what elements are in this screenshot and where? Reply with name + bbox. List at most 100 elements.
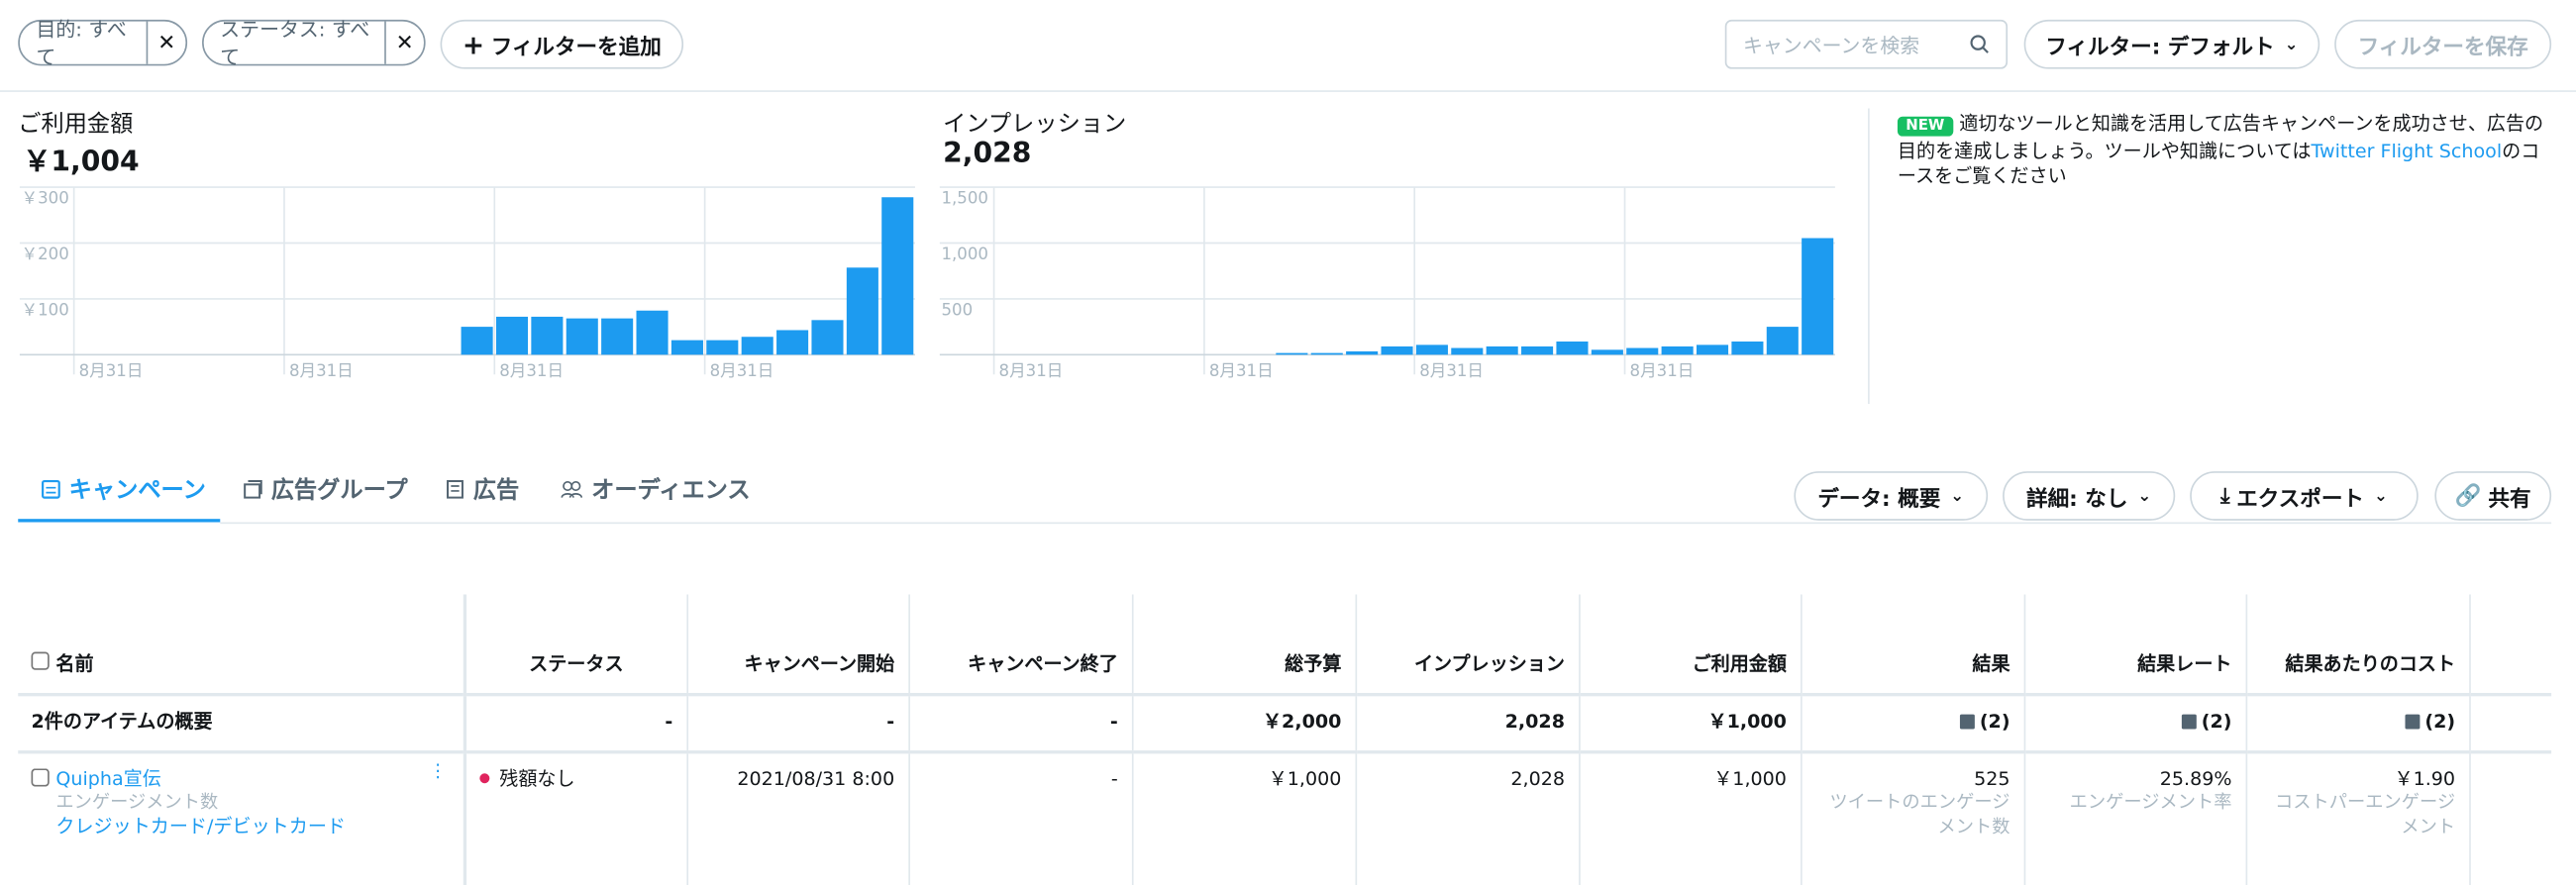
promo-text: のコースをご覧ください [1897, 139, 2540, 188]
header-label: 結果レート [2137, 651, 2232, 675]
header-label: キャンペーン終了 [968, 651, 1118, 675]
result-icon [2181, 714, 2197, 730]
button-label: データ: 概要 [1817, 486, 1941, 512]
column-header: 結果レート [2023, 594, 2247, 695]
y-tick-label: ￥100 [22, 300, 69, 319]
chevron: ⌄ [2373, 486, 2388, 506]
campaign-name[interactable]: Quipha宣伝 [55, 766, 161, 790]
filter-label: 目的: すべて [36, 18, 127, 69]
cell-text: 25.89% [2159, 766, 2232, 790]
dashboard: 目的: すべて ✕ ステータス: すべて ✕ + フィルターを追加 キャンペーンを検索… [0, 18, 2576, 885]
column-header: インプレッション [1355, 594, 1580, 695]
filter-label: ステータス: すべて [220, 18, 370, 69]
cell-text: (2) [2201, 709, 2232, 733]
promo-text: 適切なツールと知識を活用して広告キャンペーンを成功させ、広告の目的を達成しましょ… [1897, 111, 2544, 163]
checkbox[interactable] [31, 651, 50, 670]
y-tick-label: ￥300 [22, 189, 69, 208]
header-label: ご利用金額 [1692, 651, 1787, 675]
tab-label: オーディエンス [591, 477, 751, 505]
bar [1451, 347, 1484, 355]
remove-filter[interactable]: ✕ [146, 21, 186, 64]
bar [531, 316, 564, 355]
filter-chip[interactable]: 目的: すべて ✕ [18, 18, 188, 69]
more-menu[interactable]: ⋮ [428, 760, 448, 782]
search-box[interactable]: キャンペーンを検索 [1724, 19, 2009, 69]
x-tick-label: 8月31日 [79, 361, 144, 380]
tab[interactable]: キャンペーン [41, 473, 206, 506]
cell: (2) [2245, 693, 2471, 752]
bar [1310, 352, 1343, 355]
bar [1591, 349, 1623, 355]
cell: 2021/08/31 8:00 [686, 750, 910, 885]
bar [1661, 345, 1694, 355]
tab-label: 広告 [472, 477, 520, 505]
cell: 25.89% エンゲージメント率 [2023, 750, 2247, 885]
bar [1626, 347, 1659, 355]
x-tick-label: 8月31日 [1630, 361, 1695, 380]
bar [846, 267, 878, 355]
bar [1415, 344, 1448, 355]
share-button[interactable]: 🔗 共有 [2434, 471, 2552, 521]
chart: 500 1,000 1,500 8月31日 8月31日 8月31日 8月31日 [939, 186, 1835, 380]
filter-chip[interactable]: ステータス: すべて ✕ [202, 18, 426, 69]
tab-icon [447, 480, 464, 499]
bar [1731, 341, 1764, 355]
cell: - [908, 750, 1133, 885]
y-tick-label: 500 [941, 300, 973, 319]
column-header: 総予算 [1131, 594, 1357, 695]
plus-icon: + [462, 29, 485, 60]
bar [670, 340, 703, 355]
button-label: 詳細: なし [2026, 486, 2128, 512]
cell: 2件のアイテムの概要 [18, 693, 467, 752]
summary-row: 2件のアイテムの概要 - - - ￥2,000 2,028 ￥1,000 (2)… [18, 693, 2552, 752]
cell: - [908, 693, 1133, 752]
chart-title: インプレッション [943, 111, 1127, 139]
bar [566, 318, 598, 355]
cell-text: (2) [2424, 709, 2456, 733]
export-button[interactable]: ⤓ エクスポート ⌄ [2190, 471, 2419, 521]
result-icon [2405, 714, 2421, 730]
detail-select[interactable]: 詳細: なし ⌄ [2003, 471, 2176, 521]
filter-select[interactable]: フィルター: デフォルト ⌄ [2023, 19, 2320, 69]
payment-method[interactable]: クレジットカード/デビットカード [55, 814, 346, 837]
add-filter-button[interactable]: + フィルターを追加 [440, 19, 684, 69]
bar [1346, 350, 1379, 355]
cell-text: 525 [1974, 766, 2010, 790]
chart-total: ￥1,004 [23, 146, 140, 179]
x-tick-label: 8月31日 [710, 361, 774, 380]
campaign-row: Quipha宣伝 エンゲージメント数 クレジットカード/デビットカード ⋮ 残額なし … [18, 750, 2552, 885]
cell: 2,028 [1355, 693, 1580, 752]
status-dot [479, 773, 490, 784]
bar [1802, 238, 1834, 355]
button-label: フィルターを追加 [490, 35, 662, 60]
bar [1521, 345, 1554, 355]
tab[interactable]: オーディエンス [561, 473, 751, 506]
column-header: キャンペーン終了 [908, 594, 1133, 695]
tab-label: 広告グループ [270, 477, 408, 505]
y-tick-label: ￥200 [22, 245, 69, 263]
checkbox[interactable] [31, 768, 50, 787]
header-label: ステータス [529, 651, 624, 675]
cell: ￥1,000 [1579, 750, 1802, 885]
promo-link[interactable]: Twitter Flight School [2311, 139, 2503, 163]
tab[interactable]: 広告 [446, 473, 520, 506]
header-label: 総予算 [1285, 651, 1342, 675]
cell-text: (2) [1979, 709, 2010, 733]
tab-icon [42, 479, 60, 499]
divider [1868, 108, 1870, 405]
column-header: 結果あたりのコスト [2245, 594, 2471, 695]
bar [706, 340, 739, 355]
remove-filter[interactable]: ✕ [383, 21, 424, 64]
tab[interactable]: 広告グループ [244, 473, 408, 506]
tab-icon [244, 480, 262, 499]
column-header: キャンペーン開始 [686, 594, 910, 695]
cell: ￥1,000 [1131, 750, 1357, 885]
chart-title: ご利用金額 [18, 111, 134, 139]
column-header: 名前 [18, 594, 467, 695]
data-select[interactable]: データ: 概要 ⌄ [1794, 471, 1989, 521]
save-filter-button[interactable]: フィルターを保存 [2334, 19, 2552, 69]
header-label: 名前 [55, 651, 94, 675]
cell: 2,028 [1355, 750, 1580, 885]
cell: ￥2,000 [1131, 693, 1357, 752]
bar [601, 318, 634, 355]
